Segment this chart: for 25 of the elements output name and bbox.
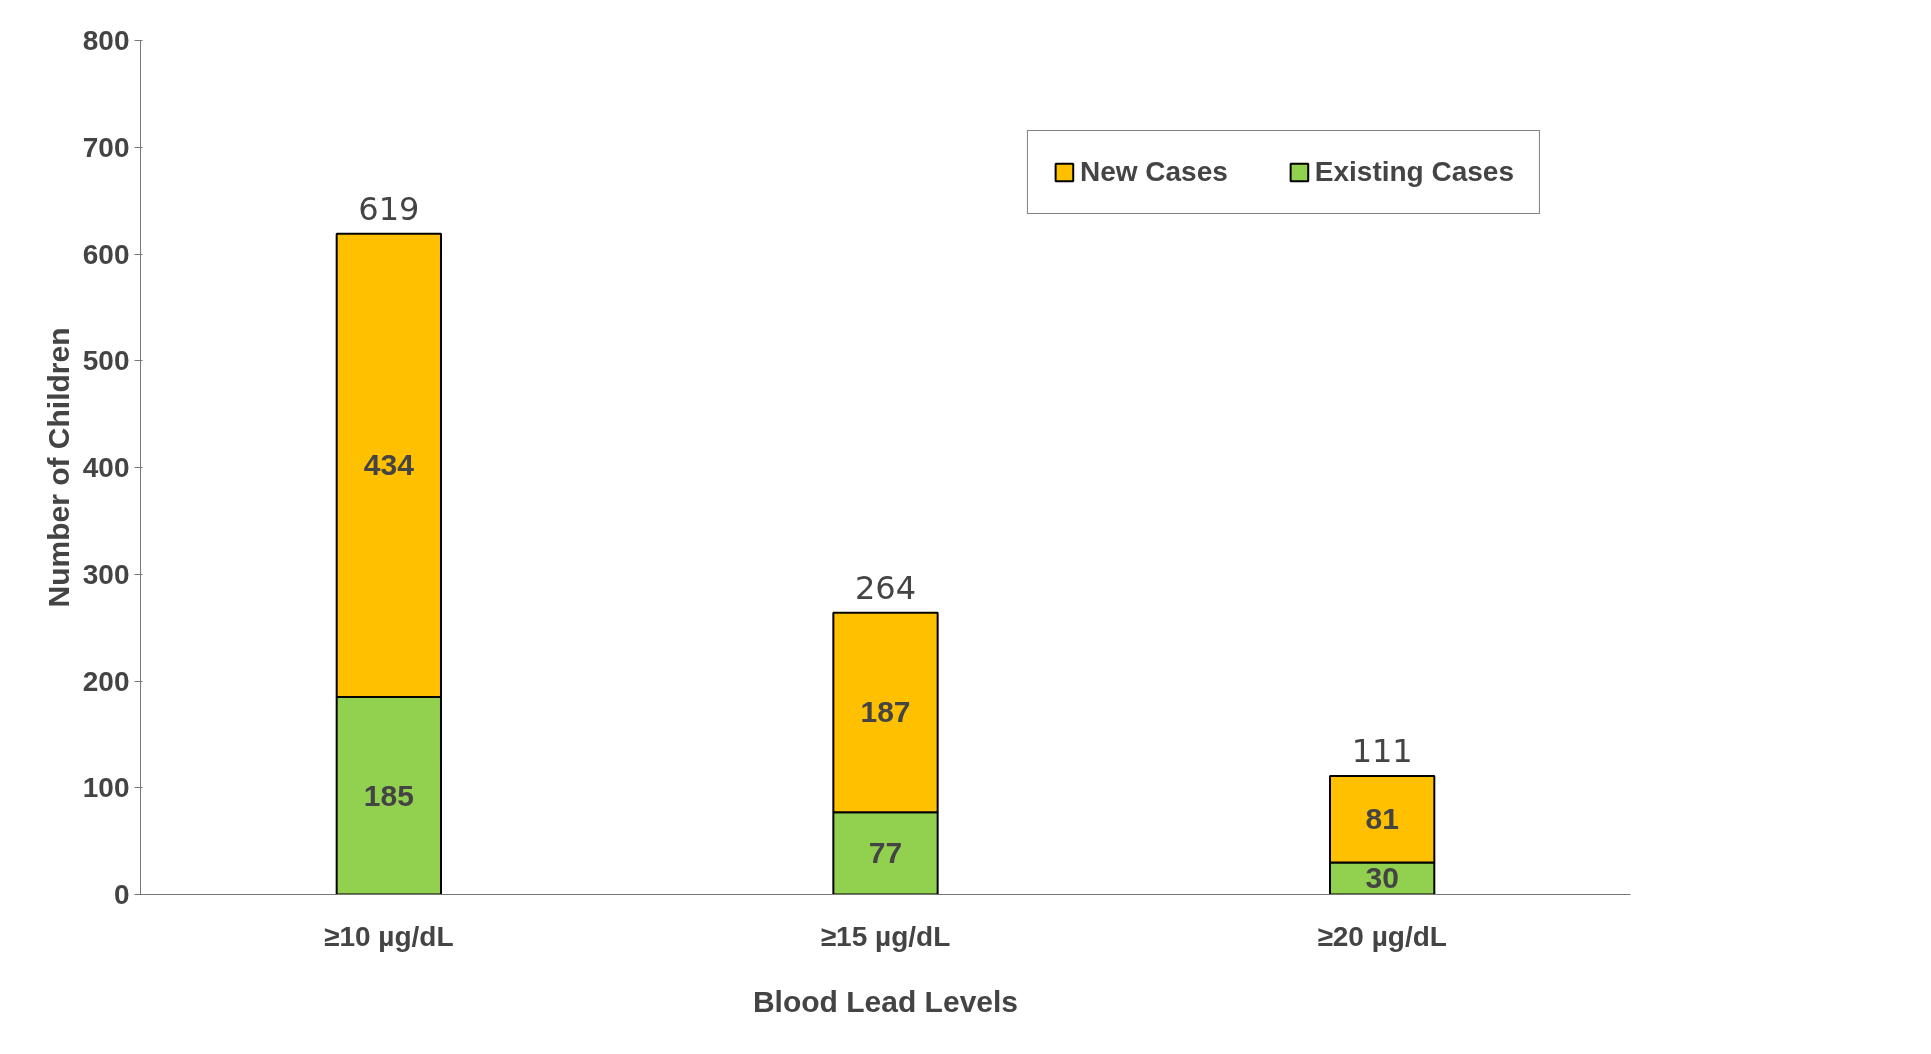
data-label: 185 xyxy=(363,778,414,812)
y-tick-label: 400 xyxy=(82,452,130,483)
x-axis-title: Blood Lead Levels xyxy=(752,984,1019,1018)
x-tick-label: ≥10 µg/dL xyxy=(324,920,454,952)
y-tick-label: 700 xyxy=(82,131,130,163)
total-label: 111 xyxy=(1351,732,1413,771)
y-tick-label: 0 xyxy=(113,879,130,910)
y-axis-title: Number of Children xyxy=(41,327,75,608)
y-tick-label: 600 xyxy=(82,238,130,270)
data-label: 77 xyxy=(868,836,903,870)
x-tick-label: ≥20 µg/dL xyxy=(1317,920,1447,952)
y-tick-label: 800 xyxy=(82,25,130,56)
data-label: 30 xyxy=(1365,861,1399,895)
legend-label: Existing Cases xyxy=(1314,156,1514,188)
x-tick-label: ≥15 µg/dL xyxy=(820,920,951,952)
total-label: 264 xyxy=(854,568,917,607)
data-label: 434 xyxy=(363,448,415,482)
y-tick-label: 100 xyxy=(82,772,130,804)
total-label: 619 xyxy=(358,189,420,228)
legend-label: New Cases xyxy=(1079,156,1228,188)
data-label: 81 xyxy=(1365,802,1399,836)
y-tick-label: 200 xyxy=(82,665,130,697)
y-tick-label: 500 xyxy=(82,345,130,377)
data-label: 187 xyxy=(860,695,911,729)
y-tick-label: 300 xyxy=(82,558,130,590)
